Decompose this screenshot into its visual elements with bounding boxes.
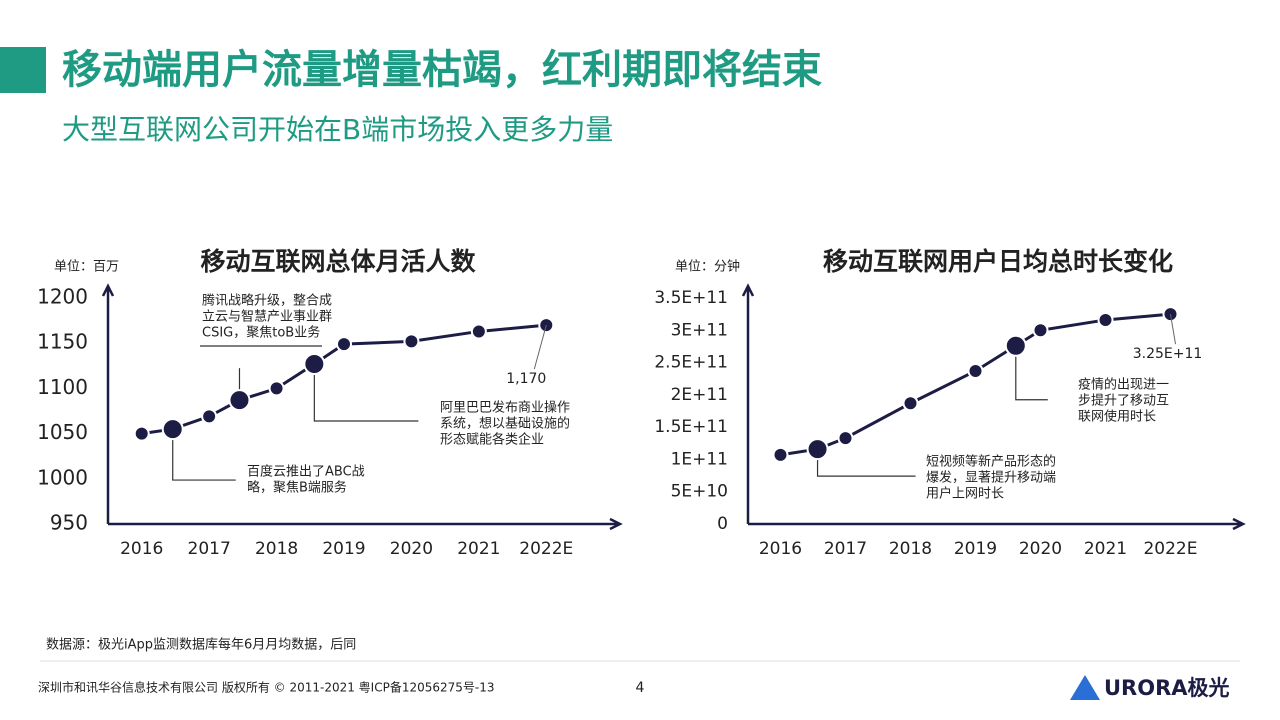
annotation-text: 系统，想以基础设施的: [440, 416, 570, 432]
y-axis: [741, 283, 755, 524]
x-tick-label: 2021: [457, 539, 500, 559]
copyright: 深圳市和讯华谷信息技术有限公司 版权所有 © 2011-2021 粤ICP备12…: [38, 680, 495, 695]
value-label-leader: [1170, 314, 1176, 345]
data-point: [967, 362, 984, 379]
annotation-text: 立云与智慧产业事业群: [202, 309, 332, 325]
source-note: 数据源：极光iApp监测数据库每年6月月均数据，后同: [46, 637, 356, 653]
annotation-text: 百度云推出了ABC战: [247, 464, 365, 480]
y-tick-label: 1200: [37, 285, 88, 309]
y-tick-label: 5E+10: [671, 482, 728, 502]
data-point: [902, 395, 919, 412]
annotation-text: 形态赋能各类企业: [440, 432, 544, 448]
y-tick-label: 1000: [37, 465, 88, 489]
data-point: [303, 352, 326, 375]
y-tick-label: 1.5E+11: [654, 417, 728, 437]
x-axis: [108, 517, 623, 531]
annotation-text: 步提升了移动互: [1078, 393, 1169, 409]
y-tick-label: 2E+11: [671, 385, 728, 405]
data-point: [470, 323, 487, 340]
y-tick-label: 950: [50, 511, 88, 535]
data-line: [141, 323, 547, 436]
y-tick-label: 1E+11: [671, 449, 728, 469]
value-label-leader: [533, 324, 547, 370]
y-tick-label: 1050: [37, 420, 88, 444]
annotation-text: 阿里巴巴发布商业操作: [440, 400, 570, 416]
annotation-leader: [1015, 345, 1048, 401]
annotation-text: 联网使用时长: [1078, 409, 1156, 425]
y-tick-label: 3E+11: [671, 320, 728, 340]
data-point: [806, 438, 829, 461]
data-point: [268, 380, 285, 397]
data-point: [403, 333, 420, 350]
data-point: [228, 389, 251, 412]
annotation-text: 疫情的出现进一: [1078, 377, 1169, 393]
x-tick-label: 2020: [390, 539, 433, 559]
y-axis: [101, 283, 115, 524]
x-tick-label: 2022E: [519, 539, 573, 559]
data-point: [1004, 334, 1027, 357]
x-tick-label: 2016: [120, 539, 163, 559]
slide-subtitle: 大型互联网公司开始在B端市场投入更多力量: [62, 113, 613, 146]
x-tick-label: 2016: [759, 539, 802, 559]
y-tick-label: 2.5E+11: [654, 353, 728, 373]
x-tick-label: 2017: [824, 539, 867, 559]
x-tick-label: 2018: [889, 539, 932, 559]
x-tick-label: 2019: [322, 539, 365, 559]
annotation-text: 略，聚焦B端服务: [247, 480, 347, 496]
x-tick-label: 2020: [1019, 539, 1062, 559]
data-point: [336, 336, 352, 353]
chart-title: 移动互联网用户日均总时长变化: [823, 247, 1173, 276]
logo-text: URORA极光: [1104, 676, 1230, 700]
data-point: [133, 425, 150, 442]
annotation-leader: [816, 449, 916, 477]
value-label: 1,170: [506, 371, 546, 387]
chart-title: 移动互联网总体月活人数: [200, 247, 476, 276]
page-number: 4: [636, 680, 645, 696]
data-point: [1097, 311, 1114, 328]
data-point: [772, 446, 789, 463]
data-point: [1032, 322, 1049, 339]
logo-icon: [1070, 675, 1100, 700]
value-label: 3.25E+11: [1133, 346, 1203, 362]
data-point: [161, 418, 184, 441]
annotation-text: 短视频等新产品形态的: [926, 454, 1056, 470]
x-tick-label: 2017: [188, 539, 231, 559]
x-tick-label: 2018: [255, 539, 298, 559]
x-tick-label: 2021: [1084, 539, 1127, 559]
annotation-leader: [313, 363, 419, 422]
y-tick-label: 1150: [37, 330, 88, 354]
x-tick-label: 2022E: [1143, 539, 1197, 559]
y-tick-label: 1100: [37, 375, 88, 399]
y-tick-label: 0: [717, 514, 728, 534]
axis-unit: 单位：百万: [54, 260, 119, 275]
annotation-text: 爆发，显著提升移动端: [926, 470, 1056, 486]
data-point: [201, 408, 218, 425]
slide-title: 移动端用户流量增量枯竭，红利期即将结束: [62, 47, 822, 93]
annotation-text: 腾讯战略升级，整合成: [202, 293, 332, 309]
x-tick-label: 2019: [954, 539, 997, 559]
axis-unit: 单位：分钟: [675, 259, 740, 275]
title-bar: [0, 47, 46, 93]
annotation-text: CSIG，聚焦toB业务: [202, 325, 320, 341]
data-point: [837, 430, 854, 447]
y-tick-label: 3.5E+11: [654, 288, 728, 308]
x-axis: [748, 517, 1246, 531]
annotation-leader: [172, 429, 236, 481]
annotation-text: 用户上网时长: [926, 486, 1004, 502]
